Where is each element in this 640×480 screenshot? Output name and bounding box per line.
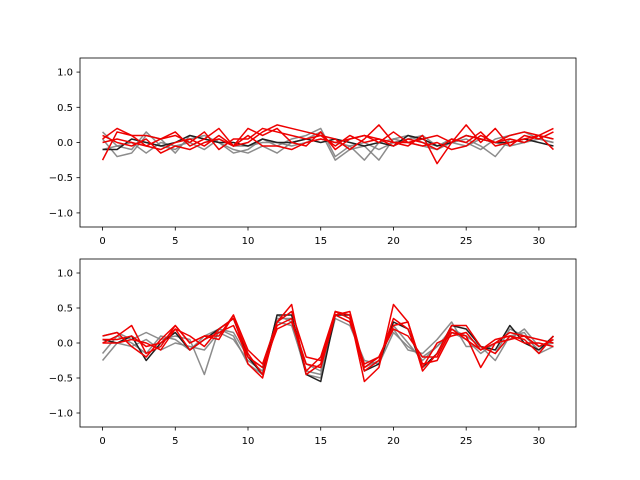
- top-y-tick-label-1: 0.5: [57, 103, 73, 114]
- bottom-x-tick-label-3: 15: [314, 436, 327, 447]
- bottom-series-line-6: [102, 310, 554, 369]
- top-x-tick-label-4: 20: [387, 236, 400, 247]
- top-y-tick-label-2: 0.0: [57, 138, 73, 149]
- top-x-tick-label-6: 30: [533, 236, 546, 247]
- top-x-tick-label-2: 10: [242, 236, 255, 247]
- top-y-tick-label-4: −1.0: [49, 208, 73, 219]
- bottom-x-tick-label-5: 25: [460, 436, 473, 447]
- bottom-x-tick-label-4: 20: [387, 436, 400, 447]
- top-x-tick-label-1: 5: [172, 236, 178, 247]
- bottom-y-tick-label-0: 1.0: [57, 269, 73, 280]
- bottom-x-tick-label-6: 30: [533, 436, 546, 447]
- bottom-series-line-5: [102, 310, 554, 376]
- top-series-line-1: [101, 131, 554, 161]
- top-series-line-0: [102, 127, 554, 161]
- bottom-series-line-7: [102, 314, 554, 369]
- bottom-y-tick-label-1: 0.5: [57, 304, 73, 315]
- bottom-x-tick-label-2: 10: [242, 436, 255, 447]
- bottom-x-tick-label-0: 0: [99, 436, 105, 447]
- top-x-tick-label-3: 15: [314, 236, 327, 247]
- bottom-x-tick-label-1: 5: [172, 436, 178, 447]
- top-y-tick-label-3: −0.5: [49, 173, 73, 184]
- top-subplot: 0 5 10 15 20 25 30 1.0 0.5 0.0 −0.5 −1.0: [49, 57, 577, 247]
- top-ticks: 0 5 10 15 20 25 30 1.0 0.5 0.0 −0.5 −1.0: [49, 68, 546, 247]
- top-series-line-7: [102, 134, 554, 154]
- top-series-layer: [101, 124, 554, 165]
- bottom-series-layer: [101, 303, 555, 383]
- top-y-tick-label-0: 1.0: [57, 68, 73, 79]
- top-x-tick-label-0: 0: [99, 236, 105, 247]
- bottom-subplot: 0 5 10 15 20 25 30 1.0 0.5 0.0 −0.5 −1.0: [49, 258, 577, 448]
- bottom-ticks: 0 5 10 15 20 25 30 1.0 0.5 0.0 −0.5 −1.0: [49, 269, 546, 448]
- bottom-y-tick-label-2: 0.0: [57, 339, 73, 350]
- bottom-y-tick-label-4: −1.0: [49, 409, 73, 420]
- top-x-tick-label-5: 25: [460, 236, 473, 247]
- bottom-y-tick-label-3: −0.5: [49, 374, 73, 385]
